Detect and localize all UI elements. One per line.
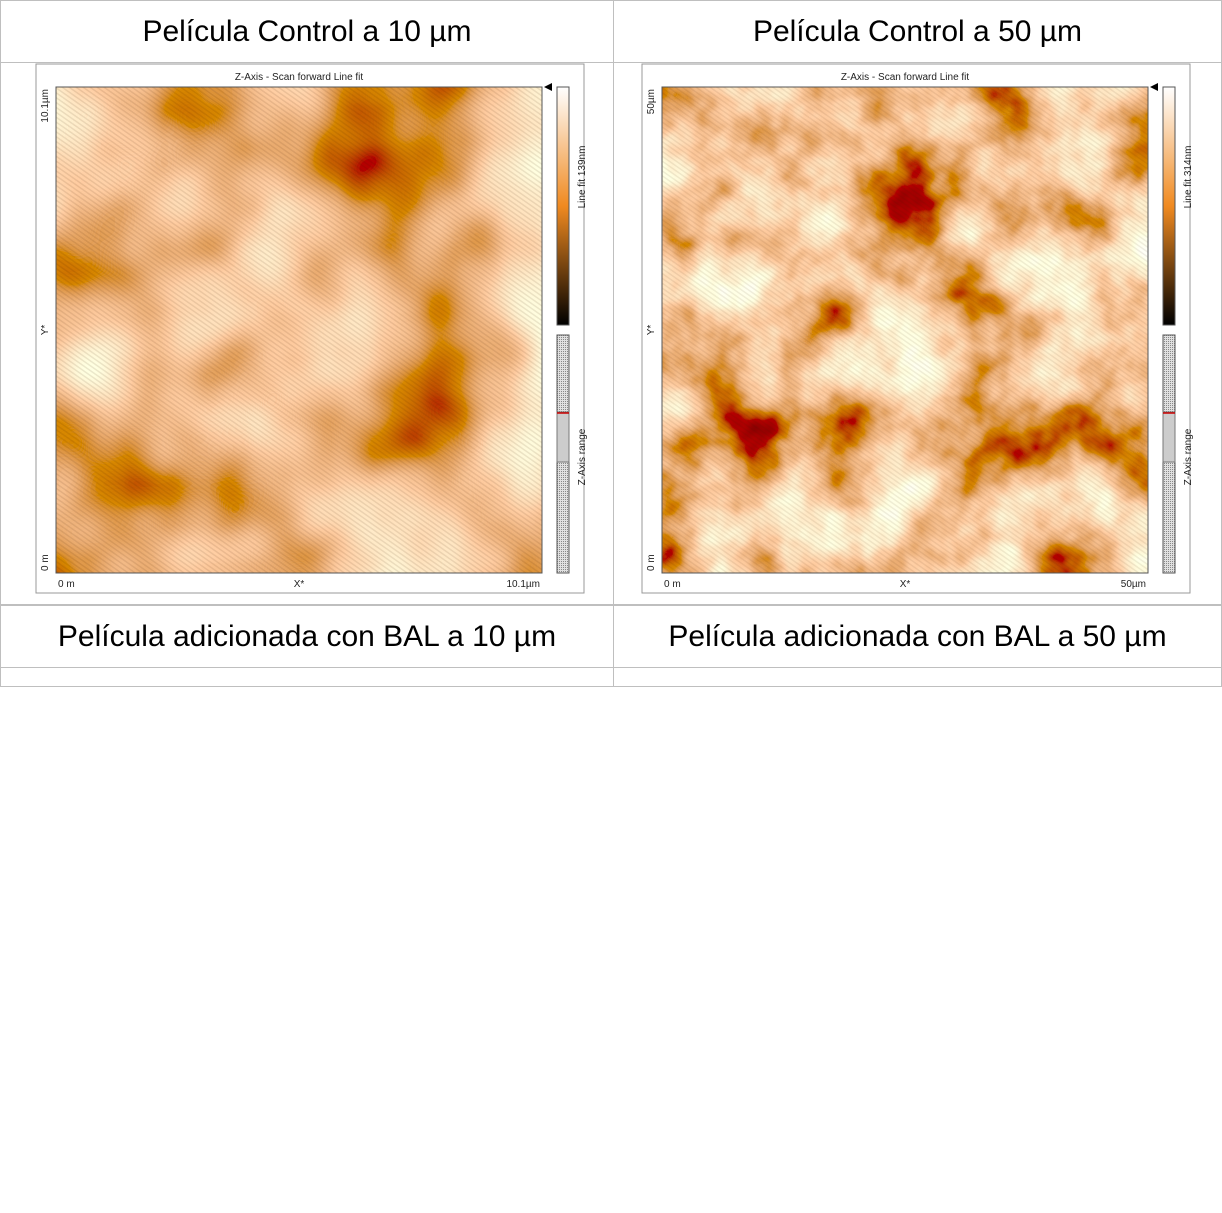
image-cell: Z-Axis - Scan forward Line fit9.18µmY*0 …	[0, 667, 614, 687]
afm-figure: Z-Axis - Scan forward Line fit 10.1µm Y* 0 …	[1, 63, 613, 604]
image-cell: Z-Axis - Scan forward Line fit 50µm Y* 0 m 0…	[613, 62, 1222, 605]
plot-title: Z-Axis - Scan forward Line fit	[841, 72, 970, 83]
scan-lines	[662, 87, 1148, 573]
y-bottom-label: 0 m	[646, 554, 657, 571]
panel-title: Película Control a 10 µm	[0, 0, 614, 63]
range-window	[1163, 412, 1175, 462]
plot-title: Z-Axis - Scan forward Line fit	[235, 72, 364, 83]
x-axis-label: X*	[900, 579, 911, 590]
x-right-label: 50µm	[1121, 579, 1146, 590]
panel-title: Película adicionada con BAL a 50 µm	[613, 605, 1222, 668]
colorbar	[1163, 87, 1175, 325]
x-left-label: 0 m	[664, 579, 681, 590]
y-axis-label: Y*	[646, 325, 657, 336]
y-top-label: 10.1µm	[40, 89, 51, 123]
x-left-label: 0 m	[58, 579, 75, 590]
y-top-label: 50µm	[646, 89, 657, 114]
figure-table: Película Control a 10 µmZ-Axis - Scan fo…	[0, 0, 1222, 1213]
afm-figure: Z-Axis - Scan forward Line fit 50µm Y* 0 m 0…	[614, 63, 1221, 604]
image-cell: Z-Axis - Scan forward Line fit 10.1µm Y* 0 …	[0, 62, 614, 605]
range-label: Z-Axis range	[577, 428, 588, 485]
y-bottom-label: 0 m	[40, 554, 51, 571]
panel-title: Película adicionada con BAL a 10 µm	[0, 605, 614, 668]
x-axis-label: X*	[294, 579, 305, 590]
range-window	[557, 412, 569, 462]
range-label: Z-Axis range	[1183, 428, 1194, 485]
colorbar	[557, 87, 569, 325]
scan-lines	[56, 87, 542, 573]
colorbar-label: Line fit 314nm	[1183, 146, 1194, 209]
panel-title: Película Control a 50 µm	[613, 0, 1222, 63]
x-right-label: 10.1µm	[506, 579, 540, 590]
y-axis-label: Y*	[40, 325, 51, 336]
colorbar-label: Line fit 139nm	[577, 146, 588, 209]
